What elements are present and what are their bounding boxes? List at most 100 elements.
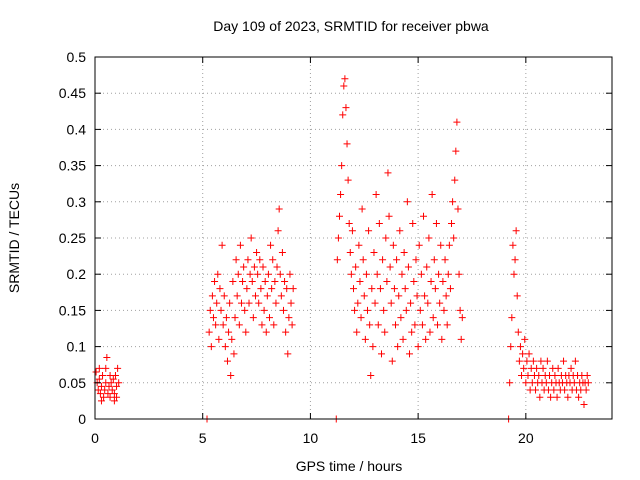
data-point <box>113 393 121 401</box>
data-point <box>107 379 115 387</box>
data-point <box>113 382 121 390</box>
data-point <box>242 328 250 336</box>
data-point <box>360 292 368 300</box>
data-point <box>550 386 558 394</box>
data-point <box>584 379 592 387</box>
y-tick-label: 0.45 <box>59 85 86 101</box>
data-point <box>234 270 242 278</box>
y-tick-label: 0.1 <box>67 339 87 355</box>
data-point <box>392 321 400 329</box>
data-point <box>251 292 259 300</box>
data-point <box>508 314 516 322</box>
data-point <box>521 335 529 343</box>
data-point <box>346 248 354 256</box>
data-point <box>451 176 459 184</box>
data-point <box>115 379 123 387</box>
data-point <box>408 328 416 336</box>
data-point <box>551 372 559 380</box>
data-point <box>206 306 214 314</box>
data-point <box>513 292 521 300</box>
data-point <box>428 191 436 199</box>
data-point <box>443 321 451 329</box>
data-point <box>338 162 346 170</box>
data-point <box>288 321 296 329</box>
data-point <box>571 357 579 365</box>
data-point <box>95 375 103 383</box>
data-point <box>403 198 411 206</box>
data-point <box>356 277 364 285</box>
data-point <box>240 263 248 271</box>
y-tick-label: 0.3 <box>67 194 87 210</box>
data-point <box>275 205 283 213</box>
data-point <box>370 248 378 256</box>
data-point <box>398 270 406 278</box>
data-point <box>532 386 540 394</box>
data-point <box>523 357 531 365</box>
data-point <box>341 75 349 83</box>
data-point <box>430 256 438 264</box>
data-point <box>520 364 528 372</box>
x-tick-label: 5 <box>199 430 207 446</box>
data-point <box>580 401 588 409</box>
data-point <box>94 386 102 394</box>
data-point <box>102 364 110 372</box>
data-point <box>283 285 291 293</box>
data-point <box>225 328 233 336</box>
data-point <box>411 321 419 329</box>
data-point <box>348 227 356 235</box>
data-point <box>237 299 245 307</box>
data-point <box>547 393 555 401</box>
data-point <box>369 343 377 351</box>
data-point <box>233 292 241 300</box>
y-tick-label: 0.25 <box>59 230 86 246</box>
data-point <box>217 306 225 314</box>
data-point <box>267 241 275 249</box>
data-point <box>239 277 247 285</box>
data-point <box>522 379 530 387</box>
data-point <box>218 241 226 249</box>
data-point <box>554 364 562 372</box>
data-point <box>222 314 230 322</box>
grid-lines <box>95 57 612 419</box>
data-point <box>106 372 114 380</box>
data-point <box>281 277 289 285</box>
data-point <box>205 328 213 336</box>
data-point <box>213 299 221 307</box>
data-point <box>453 118 461 126</box>
data-point <box>381 328 389 336</box>
data-point <box>231 314 239 322</box>
data-point <box>250 263 258 271</box>
data-point <box>347 270 355 278</box>
y-tick-label: 0.35 <box>59 158 86 174</box>
data-point <box>386 263 394 271</box>
y-tick-label: 0.5 <box>67 49 87 65</box>
data-point <box>393 256 401 264</box>
data-point <box>412 256 420 264</box>
data-point <box>235 321 243 329</box>
y-tick-label: 0.15 <box>59 302 86 318</box>
data-point <box>342 104 350 112</box>
x-tick-label: 0 <box>91 430 99 446</box>
data-point <box>452 147 460 155</box>
data-point <box>418 321 426 329</box>
data-point <box>104 390 112 398</box>
data-point <box>286 270 294 278</box>
data-point <box>525 350 533 358</box>
data-point <box>92 368 100 376</box>
data-point <box>208 292 216 300</box>
data-point <box>260 306 268 314</box>
data-point <box>110 397 118 405</box>
data-point <box>362 270 370 278</box>
data-point <box>282 328 290 336</box>
data-point <box>424 299 432 307</box>
axis-ticks: 0 0.05 0.1 0.15 0.2 0.25 0.3 0.35 0.4 0.45 0.5 0 5 10… <box>59 49 612 446</box>
data-point <box>106 393 114 401</box>
data-point <box>228 335 236 343</box>
data-point <box>383 277 391 285</box>
y-tick-label: 0.2 <box>67 266 87 282</box>
y-tick-label: 0.05 <box>59 375 86 391</box>
data-point <box>372 191 380 199</box>
data-point <box>262 328 270 336</box>
